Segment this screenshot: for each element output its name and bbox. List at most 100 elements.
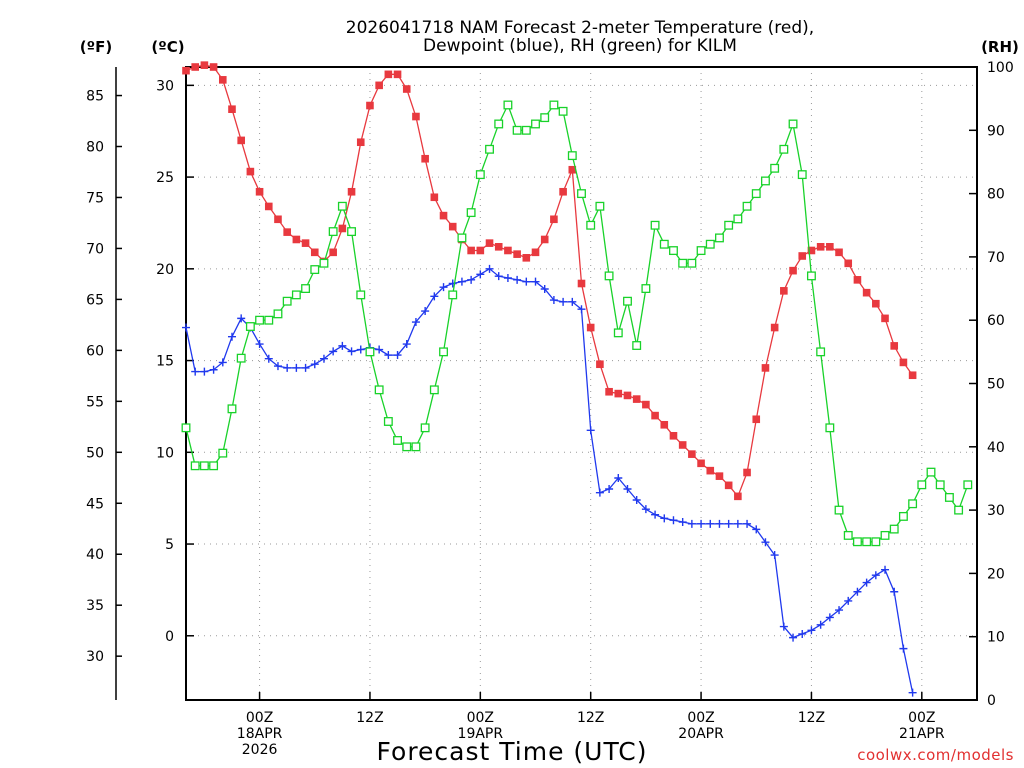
dewpoint-point	[595, 488, 604, 497]
rh-point	[337, 201, 347, 211]
dewpoint-point	[319, 354, 328, 363]
dewpoint-point	[568, 297, 577, 306]
rh-point	[742, 201, 752, 211]
dewpoint-point	[779, 622, 788, 631]
temperature-point	[853, 276, 862, 284]
fahrenheit-tick-label: 45	[86, 496, 104, 512]
dewpoint-point	[660, 514, 669, 523]
dewpoint-point	[467, 275, 476, 284]
dewpoint-point	[503, 274, 512, 282]
temperature-point	[384, 70, 393, 79]
x-tick-label: 00Z	[687, 710, 714, 726]
dewpoint-point	[697, 519, 706, 528]
x-tick-label: 00Z	[908, 710, 935, 726]
dewpoint-point	[651, 510, 660, 519]
dewpoint-series	[182, 264, 917, 697]
rh-tick-label: 0	[987, 693, 996, 709]
dewpoint-point	[881, 565, 890, 574]
dewpoint-point	[853, 587, 862, 596]
dewpoint-point	[605, 485, 614, 493]
rh-tick-label: 10	[987, 630, 1005, 646]
x-tick-label: 21APR	[899, 726, 945, 742]
rh-point	[227, 404, 237, 414]
dewpoint-point	[678, 518, 687, 527]
x-axis-label: Forecast Time (UTC)	[377, 737, 648, 766]
temperature-point	[807, 246, 816, 255]
fahrenheit-tick-label: 40	[86, 547, 104, 563]
celsius-unit-label: (ºC)	[151, 38, 184, 56]
rh-point	[926, 467, 936, 477]
dewpoint-point	[577, 305, 586, 314]
dewpoint-point	[614, 473, 623, 482]
rh-point	[245, 322, 255, 331]
rh-line	[185, 103, 969, 543]
rh-point	[733, 214, 743, 224]
plot-frame	[185, 66, 978, 701]
rh-point	[209, 461, 219, 471]
rh-point	[917, 480, 927, 490]
rh-tick-label: 60	[987, 313, 1005, 329]
rh-point	[678, 258, 688, 268]
dewpoint-point	[393, 351, 402, 360]
x-tick-label: 00Z	[467, 710, 494, 726]
temperature-point	[623, 391, 632, 400]
temperature-point	[761, 364, 770, 372]
temperature-point	[632, 395, 641, 403]
dewpoint-point	[807, 626, 816, 635]
temperature-point	[218, 76, 227, 84]
temperature-point	[688, 450, 696, 458]
temperature-point	[862, 288, 871, 297]
rh-tick-label: 70	[987, 250, 1005, 266]
rh-point	[650, 220, 660, 230]
dewpoint-point	[402, 340, 411, 349]
celsius-tick-label: 30	[156, 78, 174, 94]
x-tick-label: 00Z	[246, 710, 273, 726]
temperature-point	[789, 266, 797, 275]
dewpoint-point	[715, 519, 724, 528]
rh-point	[218, 448, 228, 458]
dewpoint-point	[752, 525, 761, 534]
temperature-point	[642, 400, 650, 409]
temperature-point	[191, 63, 199, 71]
rh-tick-label: 30	[987, 503, 1005, 519]
temperature-point	[292, 235, 301, 244]
rh-point	[852, 537, 862, 547]
dewpoint-point	[816, 620, 825, 629]
rh-point	[825, 423, 835, 433]
temperature-point	[577, 279, 586, 288]
dewpoint-point	[218, 358, 227, 367]
dewpoint-point	[761, 538, 770, 547]
temperature-point	[531, 248, 540, 257]
celsius-tick-label: 10	[156, 445, 174, 461]
temperature-point	[366, 101, 374, 110]
dewpoint-line	[185, 268, 914, 693]
dewpoint-point	[559, 297, 568, 306]
rh-point	[475, 170, 485, 180]
rh-point	[374, 385, 384, 395]
rh-point	[862, 537, 872, 547]
rh-point	[393, 436, 402, 445]
dewpoint-point	[669, 516, 678, 525]
dewpoint-point	[706, 519, 715, 528]
rh-point	[310, 265, 320, 275]
temperature-point	[338, 224, 347, 233]
dewpoint-point	[182, 323, 190, 332]
temperature-point	[835, 248, 843, 257]
dewpoint-point	[421, 307, 430, 316]
temperature-point	[752, 415, 761, 424]
rh-point	[632, 341, 642, 350]
dewpoint-point	[844, 596, 853, 605]
rh-point	[963, 480, 973, 490]
temperature-point	[872, 299, 880, 308]
temperature-point	[908, 371, 917, 380]
rh-tick-label: 80	[987, 187, 1005, 203]
dewpoint-point	[789, 633, 798, 642]
temperature-line	[185, 64, 914, 498]
dewpoint-point	[513, 275, 522, 284]
rh-point	[641, 284, 651, 293]
dewpoint-point	[448, 279, 457, 288]
rh-point	[411, 442, 421, 452]
x-tick-label: 18APR	[237, 726, 283, 742]
rh-unit-label: (RH)	[981, 38, 1019, 56]
rh-point	[880, 530, 890, 540]
